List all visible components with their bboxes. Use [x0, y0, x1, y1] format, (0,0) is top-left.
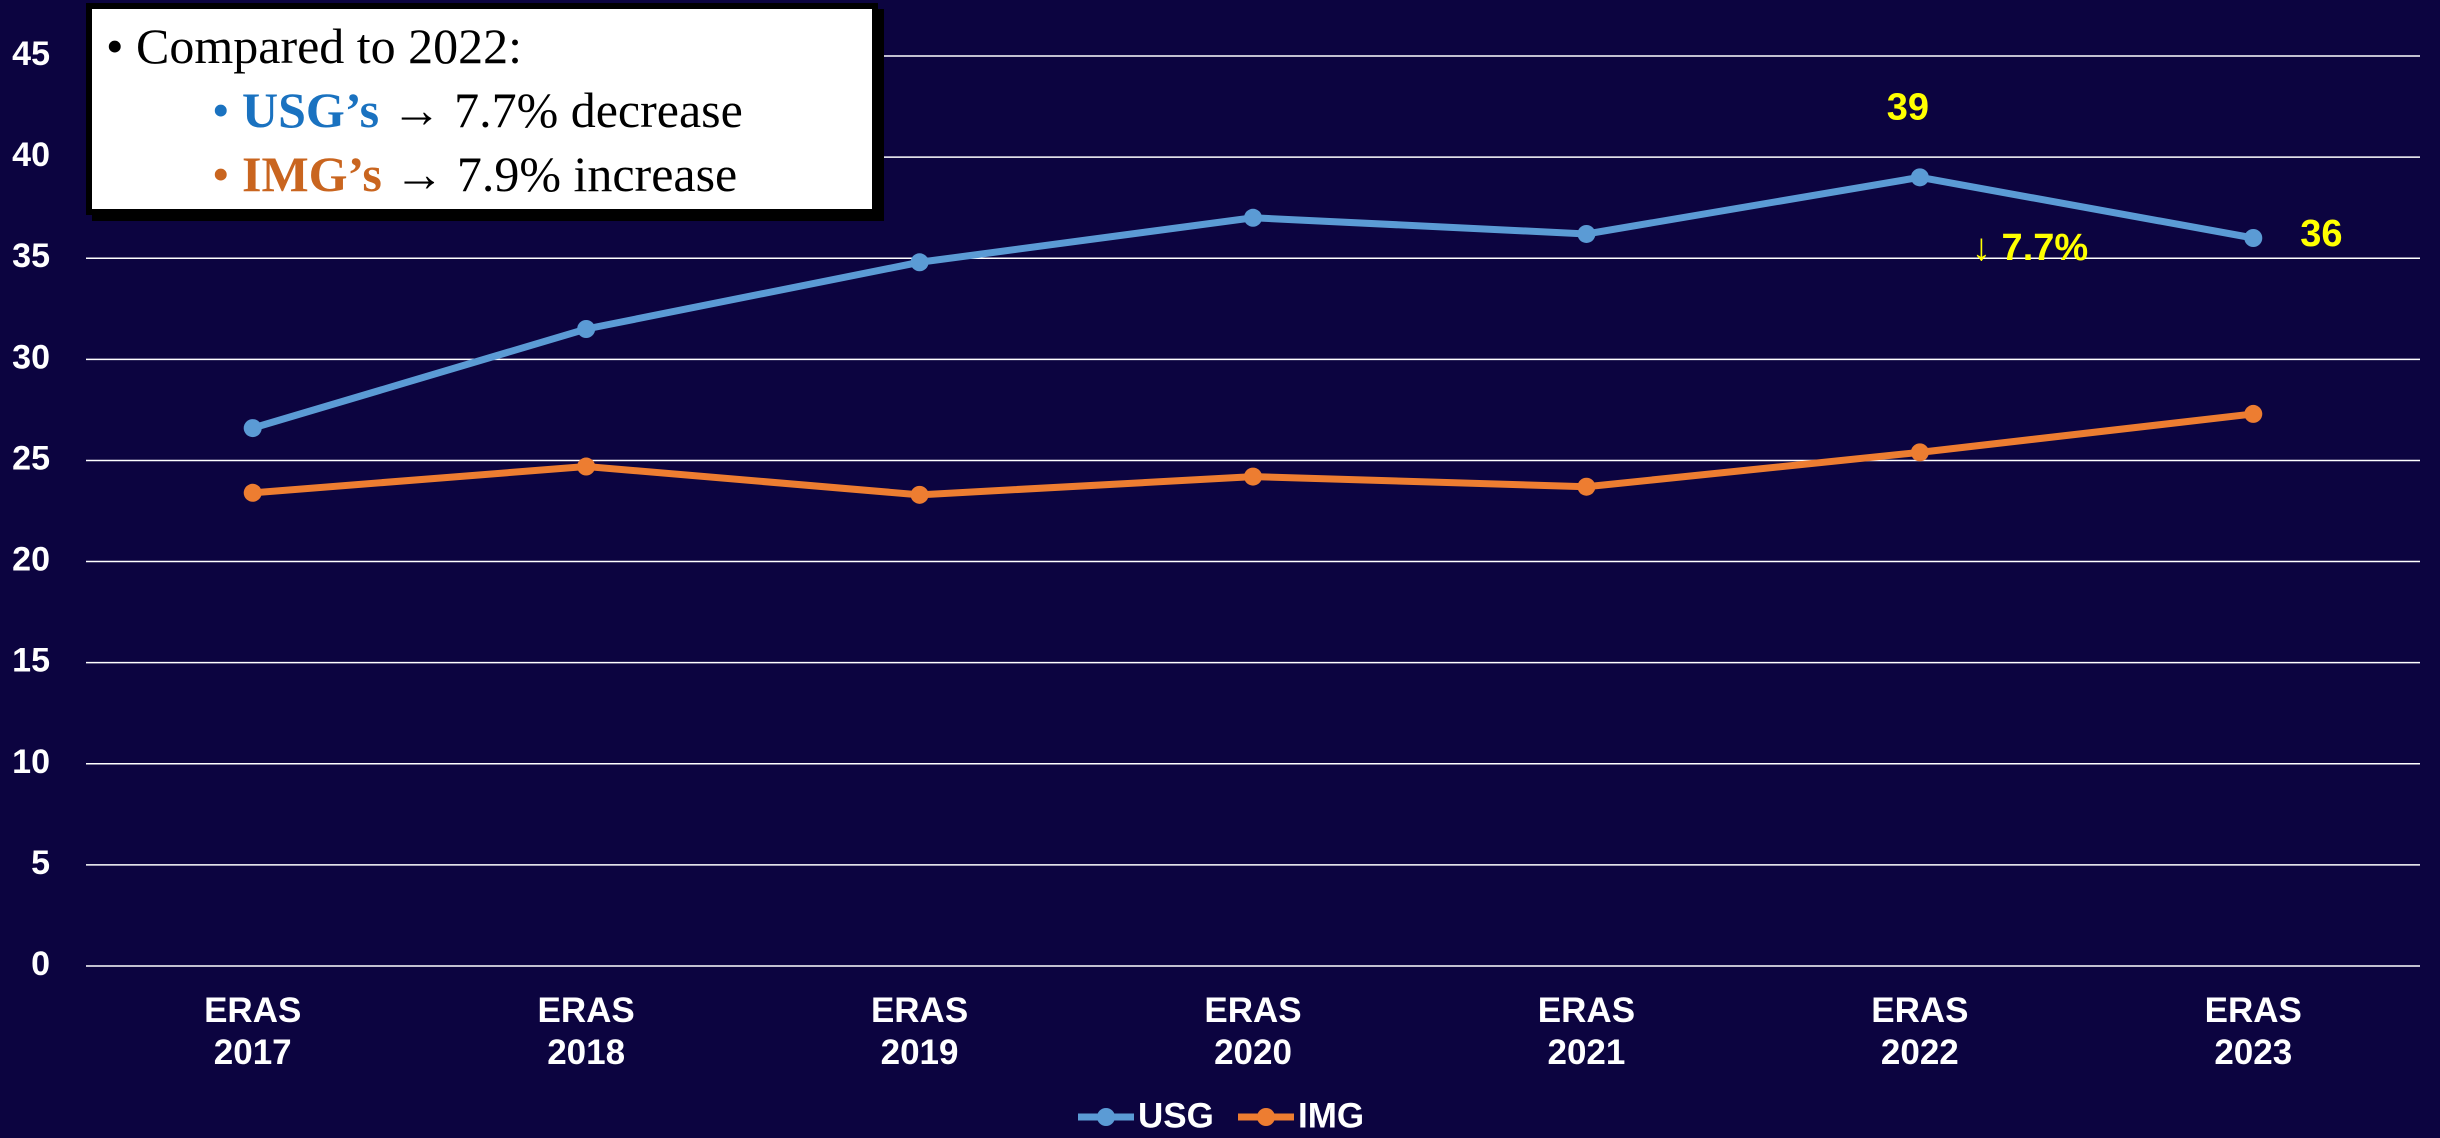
legend-marker — [1097, 1108, 1115, 1126]
legend-label: IMG — [1298, 1096, 1364, 1135]
item-label: IMG’s — [242, 146, 382, 202]
marker — [910, 253, 929, 272]
x-tick-label: ERAS 2017 — [204, 991, 302, 1072]
y-tick-label: 25 — [12, 439, 50, 477]
y-tick-label: 15 — [12, 642, 50, 680]
item-label: USG’s — [242, 82, 380, 138]
value-label: 39 — [1887, 86, 1929, 128]
marker — [577, 457, 596, 476]
x-tick-label: ERAS 2018 — [537, 991, 635, 1072]
y-tick-label: 10 — [12, 743, 50, 781]
marker — [1244, 467, 1262, 486]
marker — [2244, 404, 2263, 423]
x-tick-label: ERAS 2019 — [870, 991, 969, 1072]
heading-line: • Compared to 2022: — [106, 18, 523, 74]
marker — [1244, 208, 1262, 227]
value-label: 36 — [2300, 213, 2342, 255]
y-tick-label: 0 — [31, 945, 50, 983]
y-tick-label: 20 — [12, 541, 50, 579]
y-tick-label: 35 — [12, 237, 50, 275]
annotation: ↓ 7.7% — [1972, 227, 2088, 269]
y-tick-label: 30 — [12, 338, 50, 376]
item-line: • IMG’s → 7.9% increase — [212, 145, 737, 203]
item-text: → 7.7% decrease — [391, 82, 743, 138]
legend-marker — [1257, 1108, 1275, 1126]
x-tick-label: ERAS 2022 — [1871, 991, 1969, 1072]
marker — [243, 483, 262, 502]
legend-label: USG — [1138, 1096, 1214, 1135]
item-line: • USG’s → 7.7% decrease — [212, 81, 743, 139]
marker — [910, 485, 929, 504]
bullet: • — [212, 146, 230, 202]
marker — [1910, 443, 1929, 462]
marker — [1577, 477, 1596, 496]
x-tick-label: ERAS 2021 — [1537, 991, 1636, 1072]
heading: Compared to 2022: — [136, 18, 523, 74]
item-text: → 7.9% increase — [394, 146, 738, 202]
bullet: • — [212, 82, 230, 138]
marker — [577, 320, 596, 338]
marker — [243, 419, 262, 438]
marker — [1577, 224, 1596, 243]
y-tick-label: 40 — [12, 136, 50, 174]
x-tick-label: ERAS 2020 — [1204, 991, 1302, 1072]
y-tick-label: 5 — [31, 844, 50, 882]
summary-box: • Compared to 2022: • USG’s → 7.7% decre… — [86, 3, 878, 215]
y-tick-label: 45 — [12, 35, 50, 73]
marker — [2244, 229, 2263, 247]
x-tick-label: ERAS 2023 — [2204, 991, 2302, 1072]
marker — [1910, 168, 1929, 187]
